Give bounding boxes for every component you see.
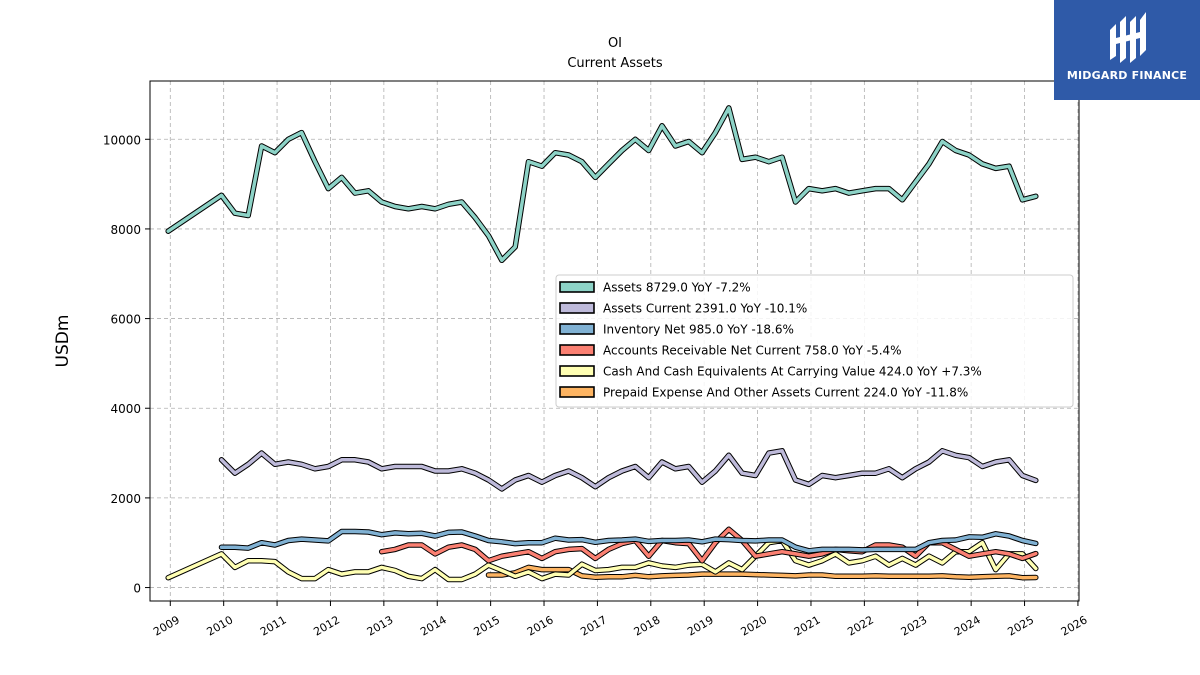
x-tick-label: 2020 (738, 613, 769, 638)
legend-box (555, 274, 1074, 408)
brand-logo: MIDGARD FINANCE (1054, 0, 1200, 100)
x-tick-label: 2026 (1059, 613, 1090, 638)
x-tick-label: 2013 (365, 613, 396, 638)
x-axis-ticks: 2009 2010 2011 2012 2013 2014 2015 2016 2017 2018… (151, 601, 1090, 639)
legend-swatch (559, 323, 595, 335)
x-tick-label: 2014 (418, 613, 449, 638)
x-tick-label: 2009 (151, 613, 182, 638)
legend-swatch (559, 302, 595, 314)
legend-entry: Prepaid Expense And Other Assets Current… (603, 386, 968, 400)
legend-swatch (559, 386, 595, 398)
series-outline (165, 105, 1039, 264)
legend-swatch (559, 281, 595, 293)
legend-entry: Accounts Receivable Net Current 758.0 Yo… (603, 344, 902, 358)
series-line (486, 565, 1038, 580)
series-lines (165, 105, 1039, 583)
midgard-logo-icon (1110, 12, 1146, 63)
x-tick-label: 2023 (899, 613, 930, 638)
x-tick-label: 2025 (1005, 613, 1036, 638)
y-tick-label: 4000 (110, 402, 141, 416)
brand-name: MIDGARD FINANCE (1066, 69, 1188, 82)
legend-entry: Assets 8729.0 YoY -7.2% (603, 281, 751, 295)
y-tick-label: 10000 (103, 133, 141, 147)
series-outline (378, 526, 1039, 564)
chart-subtitle: Current Assets (567, 56, 662, 71)
x-tick-label: 2024 (952, 613, 983, 638)
series-line (219, 529, 1038, 553)
x-tick-label: 2016 (525, 613, 556, 638)
x-tick-label: 2010 (205, 613, 236, 638)
y-axis-ticks: 0 2000 4000 6000 8000 10000 (103, 133, 150, 596)
legend-swatch (559, 365, 595, 377)
x-tick-label: 2015 (472, 613, 503, 638)
x-tick-label: 2021 (792, 613, 823, 638)
y-tick-label: 2000 (110, 492, 141, 506)
x-tick-label: 2012 (311, 613, 342, 638)
y-tick-label: 6000 (110, 313, 141, 327)
x-tick-label: 2018 (632, 613, 663, 638)
legend-entry: Assets Current 2391.0 YoY -10.1% (603, 302, 807, 316)
legend-entry: Cash And Cash Equivalents At Carrying Va… (603, 365, 982, 379)
x-tick-label: 2017 (578, 613, 609, 638)
series-line (219, 449, 1038, 491)
legend-entry: Inventory Net 985.0 YoY -18.6% (603, 323, 794, 337)
x-tick-label: 2019 (685, 613, 716, 638)
y-tick-label: 8000 (110, 223, 141, 237)
x-tick-label: 2022 (845, 613, 876, 638)
legend-swatch (559, 344, 595, 356)
y-tick-label: 0 (133, 582, 141, 596)
series-line (166, 538, 1038, 582)
series-line (166, 106, 1038, 263)
plot-frame (149, 80, 1080, 602)
y-axis-label: USDm (53, 315, 73, 368)
chart-title: OI (608, 36, 622, 51)
x-tick-label: 2011 (258, 613, 289, 638)
legend: Assets 8729.0 YoY -7.2% Assets Current 23… (555, 274, 1074, 408)
